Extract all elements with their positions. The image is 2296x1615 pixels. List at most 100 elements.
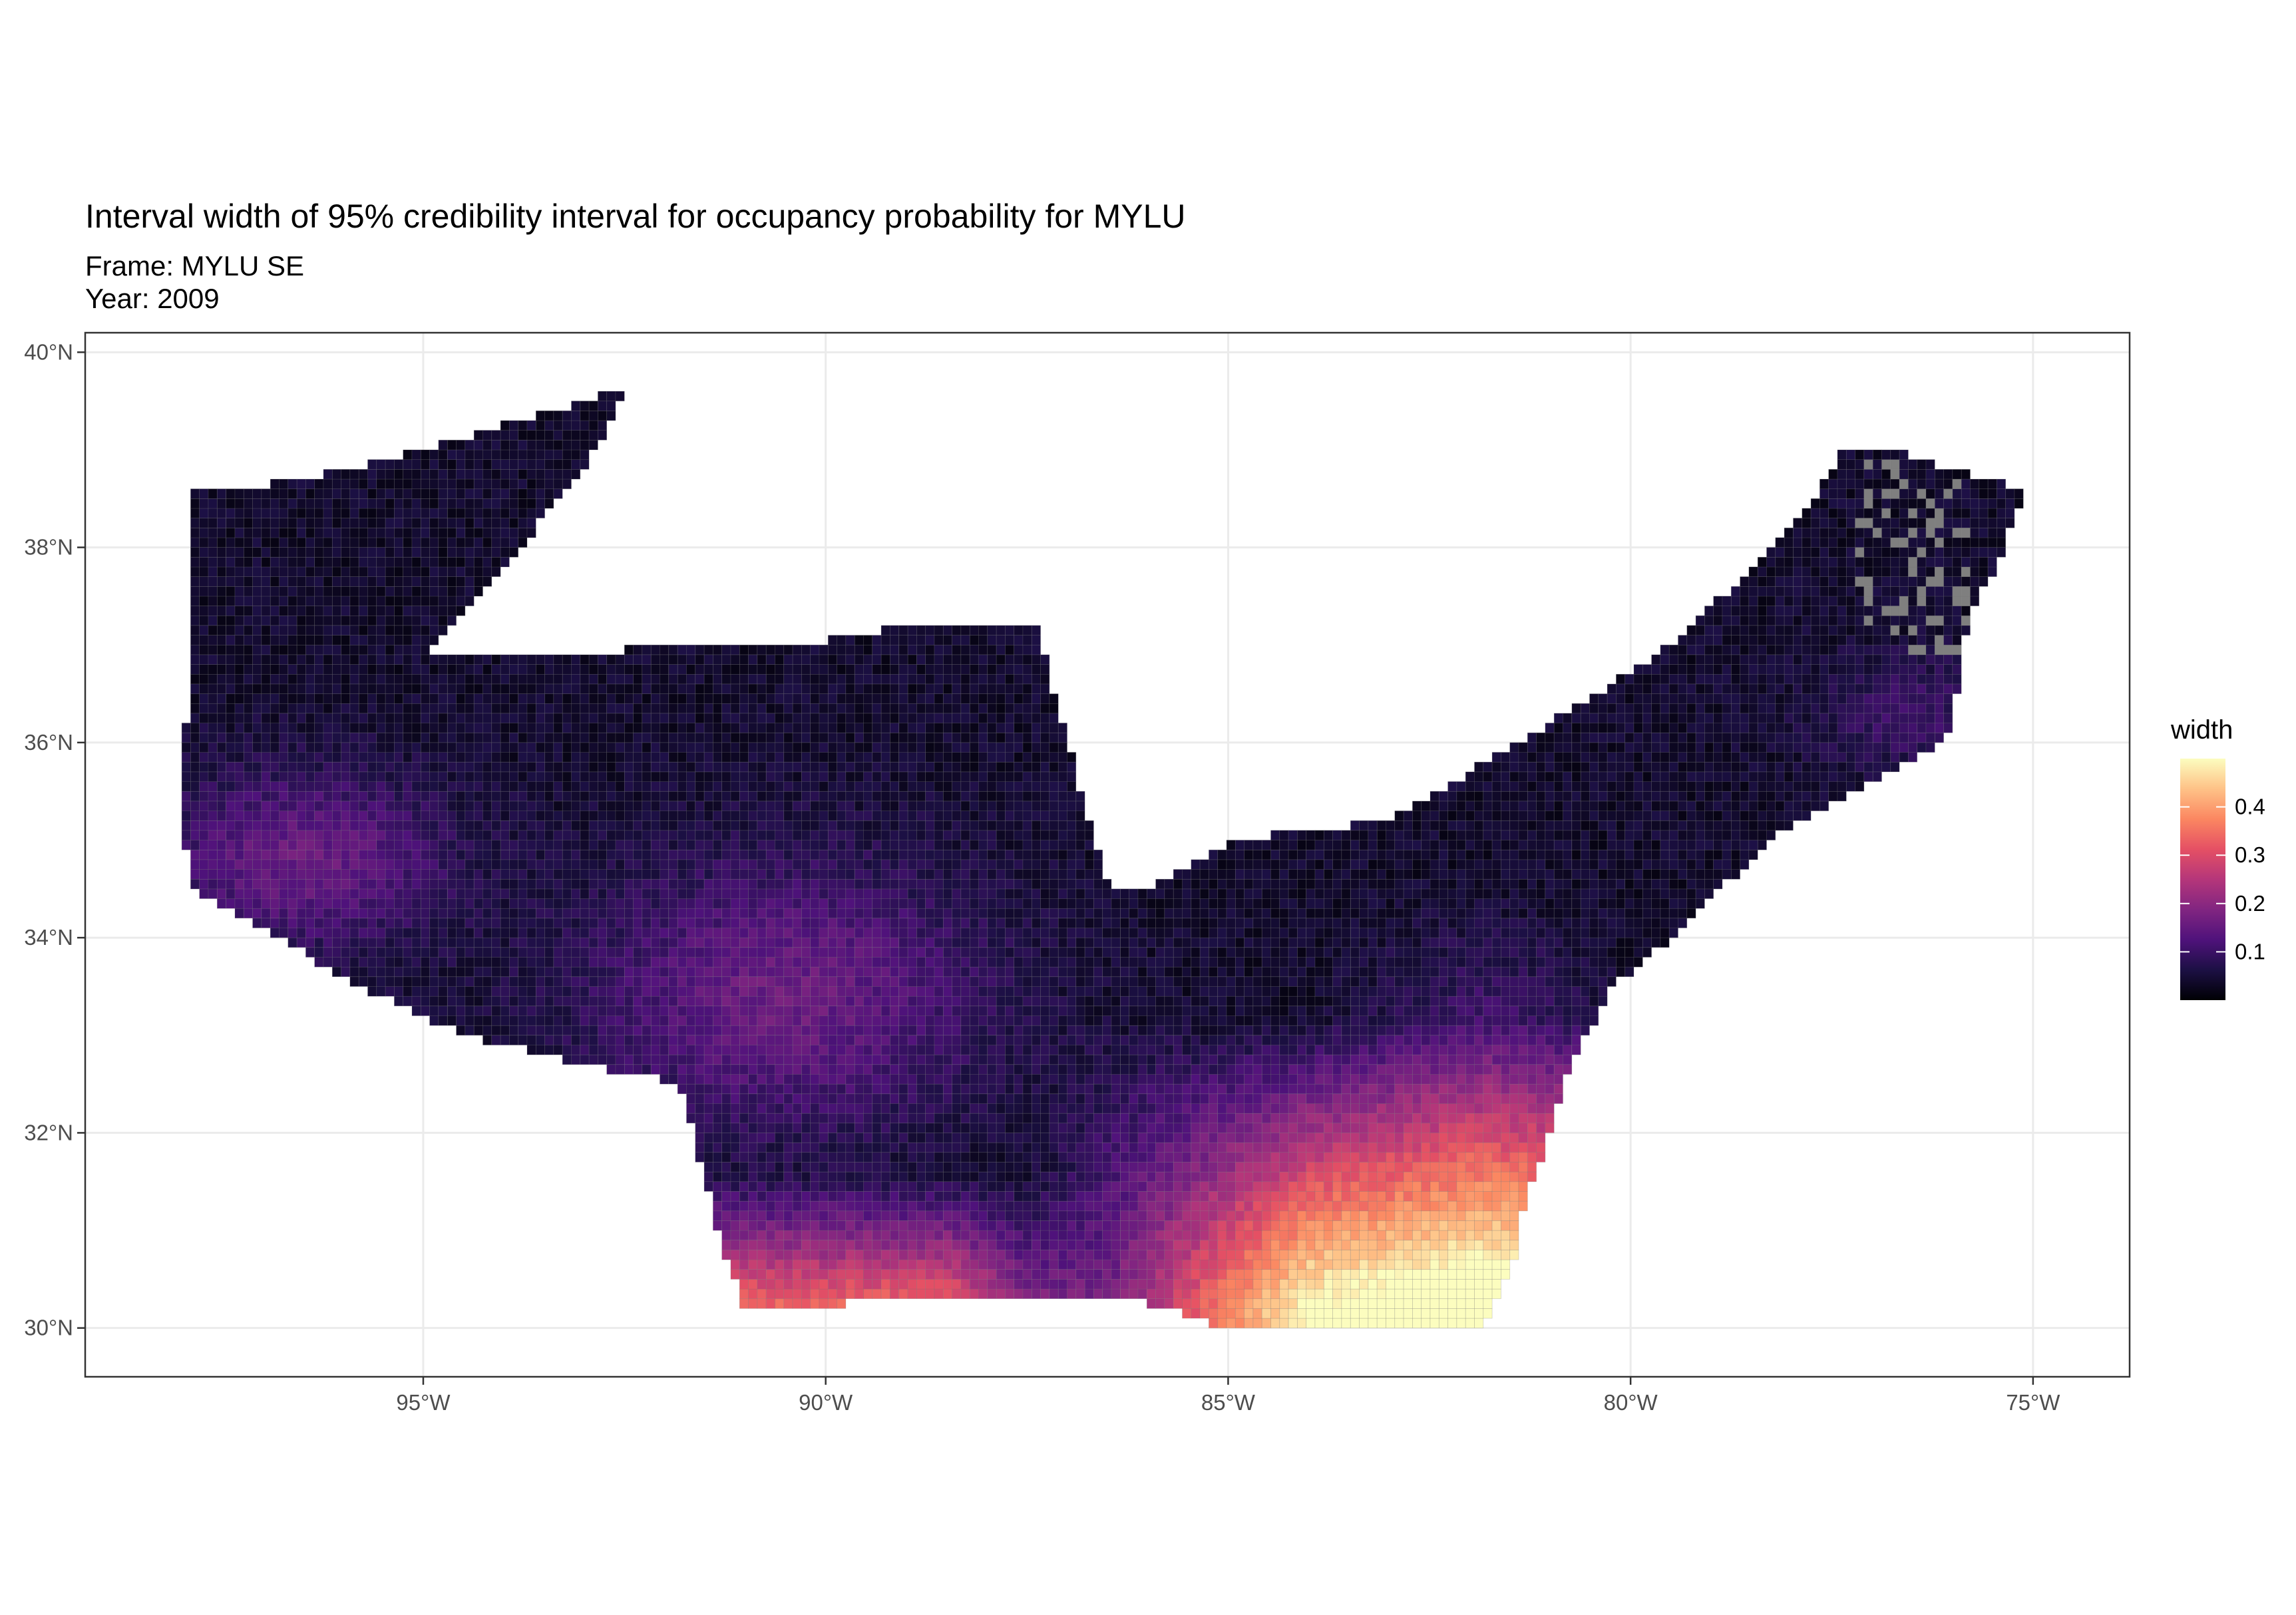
grid-cell — [420, 859, 430, 870]
grid-cell — [783, 1240, 793, 1250]
grid-cell — [420, 995, 430, 1007]
grid-cell — [650, 878, 660, 890]
grid-cell — [880, 1250, 890, 1260]
grid-cell — [872, 1250, 882, 1260]
grid-cell — [686, 683, 696, 694]
grid-cell — [819, 1123, 829, 1133]
grid-cell — [226, 703, 236, 714]
grid-cell — [686, 752, 696, 763]
grid-cell — [837, 791, 847, 802]
grid-cell — [642, 995, 652, 1007]
grid-cell — [898, 986, 908, 997]
grid-cell — [341, 615, 351, 626]
grid-cell — [872, 849, 882, 860]
grid-cell — [880, 644, 890, 655]
grid-cell — [907, 1074, 917, 1085]
grid-cell — [633, 1015, 643, 1026]
grid-cell — [810, 918, 820, 928]
grid-cell — [535, 693, 545, 704]
grid-cell — [526, 518, 536, 528]
grid-cell — [916, 801, 926, 811]
grid-cell — [765, 693, 775, 704]
grid-cell — [323, 664, 333, 675]
grid-cell — [969, 995, 979, 1007]
grid-cell — [748, 1015, 758, 1026]
grid-cell — [226, 586, 236, 597]
grid-cell — [898, 947, 908, 958]
grid-cell — [775, 1133, 785, 1143]
grid-cell — [783, 732, 793, 743]
grid-cell — [827, 1015, 837, 1026]
grid-cell — [942, 820, 952, 831]
grid-cell — [606, 976, 616, 987]
grid-cell — [420, 556, 430, 568]
grid-cell — [234, 703, 244, 714]
grid-cell — [367, 801, 377, 811]
grid-cell — [420, 791, 430, 802]
grid-cell — [792, 898, 802, 909]
grid-cell — [394, 518, 404, 528]
grid-cell — [323, 840, 333, 850]
grid-cell — [686, 654, 696, 665]
grid-cell — [863, 1113, 873, 1124]
grid-cell — [713, 947, 723, 958]
grid-cell — [323, 606, 333, 616]
grid-cell — [925, 1045, 935, 1055]
grid-cell — [323, 673, 333, 685]
grid-cell — [199, 488, 209, 499]
grid-cell — [216, 713, 226, 723]
grid-cell — [890, 840, 900, 850]
grid-cell — [739, 761, 749, 773]
grid-cell — [252, 732, 262, 743]
grid-cell — [287, 615, 297, 626]
grid-cell — [358, 478, 368, 490]
grid-cell — [588, 713, 598, 723]
grid-cell — [349, 937, 359, 948]
grid-cell — [208, 566, 218, 577]
grid-cell — [827, 1142, 837, 1153]
grid-cell — [633, 928, 643, 938]
grid-cell — [279, 576, 289, 587]
grid-cell — [447, 527, 457, 538]
grid-cell — [403, 547, 413, 558]
grid-cell — [403, 742, 413, 753]
grid-cell — [588, 1045, 598, 1055]
grid-cell — [606, 391, 616, 402]
grid-cell — [323, 615, 333, 626]
grid-cell — [358, 781, 368, 792]
grid-cell — [845, 752, 855, 763]
grid-cell — [633, 1064, 643, 1075]
grid-cell — [880, 1113, 890, 1124]
grid-cell — [367, 527, 377, 538]
grid-cell — [553, 654, 563, 665]
grid-cell — [465, 1005, 475, 1016]
grid-cell — [703, 781, 713, 792]
grid-cell — [703, 957, 713, 968]
grid-cell — [535, 439, 545, 450]
grid-cell — [287, 713, 297, 723]
grid-cell — [942, 742, 952, 753]
grid-cell — [509, 957, 519, 968]
grid-cell — [801, 1230, 811, 1241]
grid-cell — [863, 859, 873, 870]
grid-cell — [872, 1171, 882, 1182]
grid-cell — [208, 703, 218, 714]
grid-cell — [341, 820, 351, 831]
grid-cell — [287, 752, 297, 763]
grid-cell — [880, 752, 890, 763]
grid-cell — [571, 449, 581, 460]
grid-cell — [598, 693, 608, 704]
grid-cell — [703, 888, 713, 899]
grid-cell — [208, 830, 218, 840]
grid-cell — [934, 1064, 944, 1075]
grid-cell — [429, 1015, 439, 1026]
grid-cell — [385, 654, 395, 665]
grid-cell — [580, 1025, 590, 1036]
grid-cell — [695, 752, 705, 763]
grid-cell — [916, 1083, 926, 1095]
grid-cell — [960, 1152, 970, 1163]
grid-cell — [438, 566, 448, 577]
grid-cell — [686, 1015, 696, 1026]
grid-cell — [261, 556, 271, 568]
grid-cell — [562, 986, 572, 997]
